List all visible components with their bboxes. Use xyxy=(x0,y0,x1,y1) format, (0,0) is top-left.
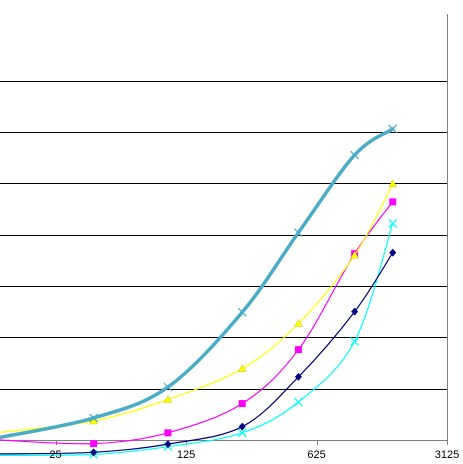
series-1-point-4 xyxy=(237,307,247,317)
axes xyxy=(0,14,448,445)
series-3-point-7 xyxy=(389,198,397,206)
series-2-line xyxy=(0,183,394,433)
series-4 xyxy=(0,248,397,457)
series-3-point-3 xyxy=(164,429,172,437)
series-2-point-6 xyxy=(350,250,359,259)
series-2-point-5 xyxy=(294,319,303,327)
series-4-point-3 xyxy=(164,440,172,449)
series-4-point-5 xyxy=(294,372,302,381)
series-4-point-6 xyxy=(351,307,359,316)
series-1-point-3 xyxy=(163,382,173,392)
series-2-point-3 xyxy=(163,395,173,403)
series-5-point-7 xyxy=(388,218,398,228)
series-3-point-2 xyxy=(90,440,98,448)
series-5-line xyxy=(0,222,394,456)
series-1-point-5 xyxy=(294,228,303,238)
series-1-point-6 xyxy=(350,150,360,160)
series-3-point-4 xyxy=(238,400,246,408)
x-tick-label-3125: 3125 xyxy=(435,449,459,461)
series-5-point-6 xyxy=(350,337,360,346)
series-3-line xyxy=(0,201,394,445)
series-5-point-5 xyxy=(294,397,303,407)
x-tick-label-25: 25 xyxy=(49,449,61,461)
series-4-point-2 xyxy=(90,448,98,457)
x-tick-label-125: 125 xyxy=(177,449,195,461)
x-tick-label-625: 625 xyxy=(307,449,325,461)
x-tick-labels: 25 125 625 3125 xyxy=(49,449,459,461)
series-3-point-5 xyxy=(294,346,302,354)
series-2 xyxy=(0,179,397,433)
series-1-point-7 xyxy=(388,124,398,134)
gridlines xyxy=(0,81,447,390)
series-5 xyxy=(0,218,398,459)
series-1 xyxy=(0,124,398,440)
series-layer xyxy=(0,124,398,459)
series-1-point-2 xyxy=(89,413,99,423)
series-2-point-7 xyxy=(388,179,397,188)
series-4-point-4 xyxy=(238,422,246,431)
series-4-point-7 xyxy=(389,248,397,257)
series-5-point-4 xyxy=(237,428,247,438)
series-2-point-4 xyxy=(237,364,247,372)
